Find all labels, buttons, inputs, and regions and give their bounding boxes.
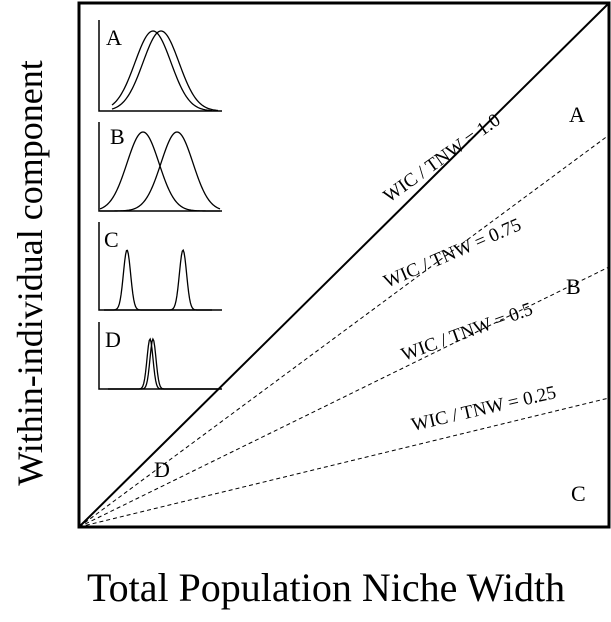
ratio-label-0-5: WIC / TNW = 0.5 xyxy=(399,299,536,366)
inset-a-label: A xyxy=(106,25,122,50)
inset-c-label: C xyxy=(104,227,119,252)
region-label-d: D xyxy=(154,457,170,482)
y-axis-label: Within-individual component xyxy=(10,60,50,485)
inset-b-curve-2 xyxy=(100,131,221,212)
ratio-label-0-25: WIC / TNW = 0.25 xyxy=(409,382,558,436)
ratio-line-0-75 xyxy=(78,134,610,528)
inset-d-curve-2 xyxy=(108,337,218,390)
ratio-label-0-75: WIC / TNW = 0.75 xyxy=(381,214,525,292)
inset-a: A xyxy=(98,20,222,112)
inset-d: D xyxy=(98,322,222,390)
ratio-label-1-0: WIC / TNW = 1.0 xyxy=(380,110,505,207)
region-label-b: B xyxy=(566,274,581,299)
inset-b-label: B xyxy=(110,124,125,149)
inset-b: B xyxy=(98,122,222,212)
plot-frame xyxy=(77,1,611,529)
inset-d-curve-1 xyxy=(108,337,218,390)
inset-d-label: D xyxy=(105,327,121,352)
inset-c-curve-1 xyxy=(104,249,212,311)
region-label-a: A xyxy=(569,102,585,127)
inset-c-curve-2 xyxy=(104,248,212,311)
region-label-c: C xyxy=(571,481,586,506)
ratio-line-1-0 xyxy=(78,2,610,528)
x-axis-label: Total Population Niche Width xyxy=(87,565,565,610)
inset-a-curve-1 xyxy=(111,30,213,112)
inset-a-curve-2 xyxy=(111,30,219,112)
ratio-line-0-5 xyxy=(78,266,610,528)
inset-c: C xyxy=(98,222,222,311)
